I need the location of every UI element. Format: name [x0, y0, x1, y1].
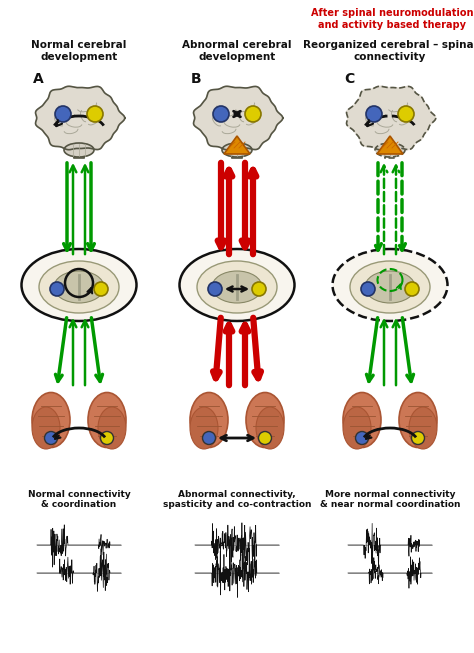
Text: Normal connectivity
& coordination: Normal connectivity & coordination — [27, 490, 130, 509]
Ellipse shape — [21, 249, 137, 321]
Circle shape — [100, 432, 113, 445]
Ellipse shape — [246, 392, 284, 447]
Ellipse shape — [88, 392, 126, 447]
Ellipse shape — [222, 143, 252, 157]
Circle shape — [55, 106, 71, 122]
Polygon shape — [36, 86, 125, 150]
Circle shape — [94, 282, 108, 296]
Ellipse shape — [54, 271, 104, 303]
Text: C: C — [344, 72, 354, 86]
Circle shape — [252, 282, 266, 296]
Text: A: A — [33, 72, 44, 86]
Polygon shape — [72, 146, 86, 158]
Polygon shape — [346, 86, 436, 150]
Circle shape — [356, 432, 368, 445]
Polygon shape — [383, 146, 397, 158]
Circle shape — [245, 106, 261, 122]
Ellipse shape — [409, 407, 437, 449]
Text: Reorganized cerebral – spinal
connectivity: Reorganized cerebral – spinal connectivi… — [303, 40, 474, 61]
Ellipse shape — [256, 407, 284, 449]
Text: Normal cerebral
development: Normal cerebral development — [31, 40, 127, 61]
Polygon shape — [230, 146, 244, 158]
Text: Abnormal cerebral
development: Abnormal cerebral development — [182, 40, 292, 61]
Circle shape — [258, 432, 272, 445]
Ellipse shape — [365, 271, 415, 303]
Ellipse shape — [212, 271, 262, 303]
Ellipse shape — [32, 392, 70, 447]
Ellipse shape — [190, 407, 218, 449]
Text: B: B — [191, 72, 201, 86]
Circle shape — [45, 432, 57, 445]
Circle shape — [208, 282, 222, 296]
Circle shape — [405, 282, 419, 296]
Ellipse shape — [98, 407, 126, 449]
Ellipse shape — [39, 261, 119, 313]
Ellipse shape — [180, 249, 294, 321]
Circle shape — [361, 282, 375, 296]
Ellipse shape — [197, 261, 277, 313]
Circle shape — [398, 106, 414, 122]
Circle shape — [213, 106, 229, 122]
Circle shape — [202, 432, 216, 445]
Polygon shape — [193, 86, 283, 150]
Circle shape — [50, 282, 64, 296]
Ellipse shape — [64, 143, 94, 157]
Ellipse shape — [375, 143, 405, 157]
Ellipse shape — [332, 249, 447, 321]
Ellipse shape — [350, 261, 430, 313]
Ellipse shape — [32, 407, 60, 449]
Circle shape — [366, 106, 382, 122]
Ellipse shape — [343, 392, 381, 447]
Text: More normal connectivity
& near normal coordination: More normal connectivity & near normal c… — [320, 490, 460, 509]
Polygon shape — [377, 136, 403, 154]
Polygon shape — [224, 136, 250, 154]
Text: After spinal neuromodulation
and activity based therapy: After spinal neuromodulation and activit… — [311, 8, 473, 29]
Circle shape — [87, 106, 103, 122]
Ellipse shape — [399, 392, 437, 447]
Ellipse shape — [343, 407, 371, 449]
Ellipse shape — [190, 392, 228, 447]
Text: Abnormal connectivity,
spasticity and co-contraction: Abnormal connectivity, spasticity and co… — [163, 490, 311, 509]
Circle shape — [411, 432, 425, 445]
